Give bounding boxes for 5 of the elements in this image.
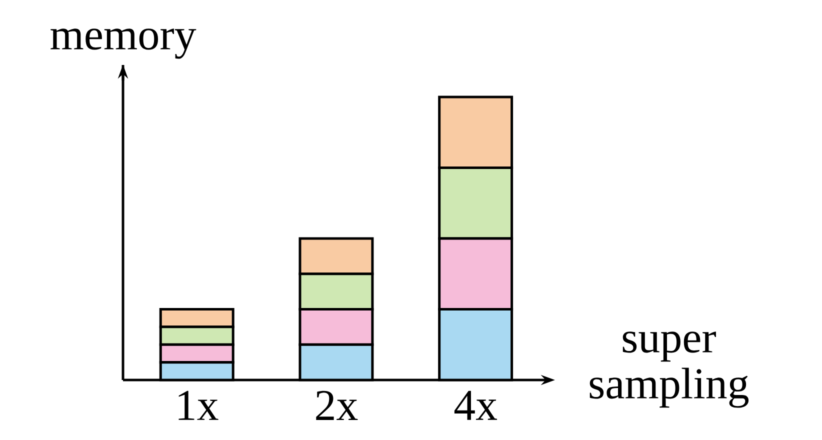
x-tick-label: 2x bbox=[316, 390, 358, 420]
x-axis-title: super sampling bbox=[590, 332, 749, 408]
x-tick-label: 1x bbox=[178, 390, 218, 420]
x-tick-label: 4x bbox=[454, 390, 498, 420]
y-axis-title: memory bbox=[50, 28, 196, 59]
